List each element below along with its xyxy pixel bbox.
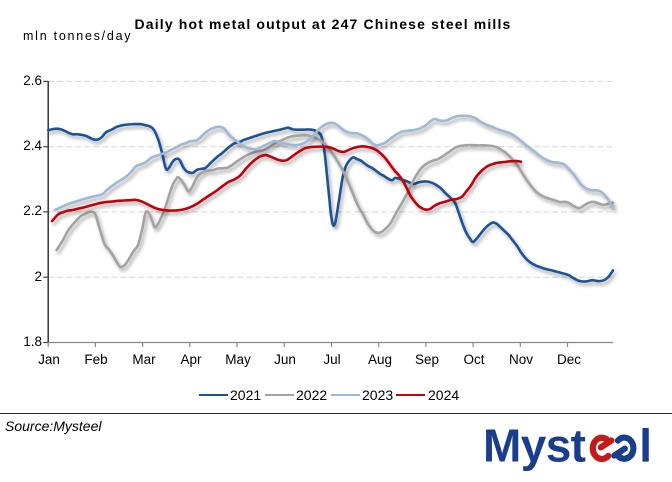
svg-text:Myst: Myst [483,420,586,472]
svg-text:l: l [639,420,652,472]
